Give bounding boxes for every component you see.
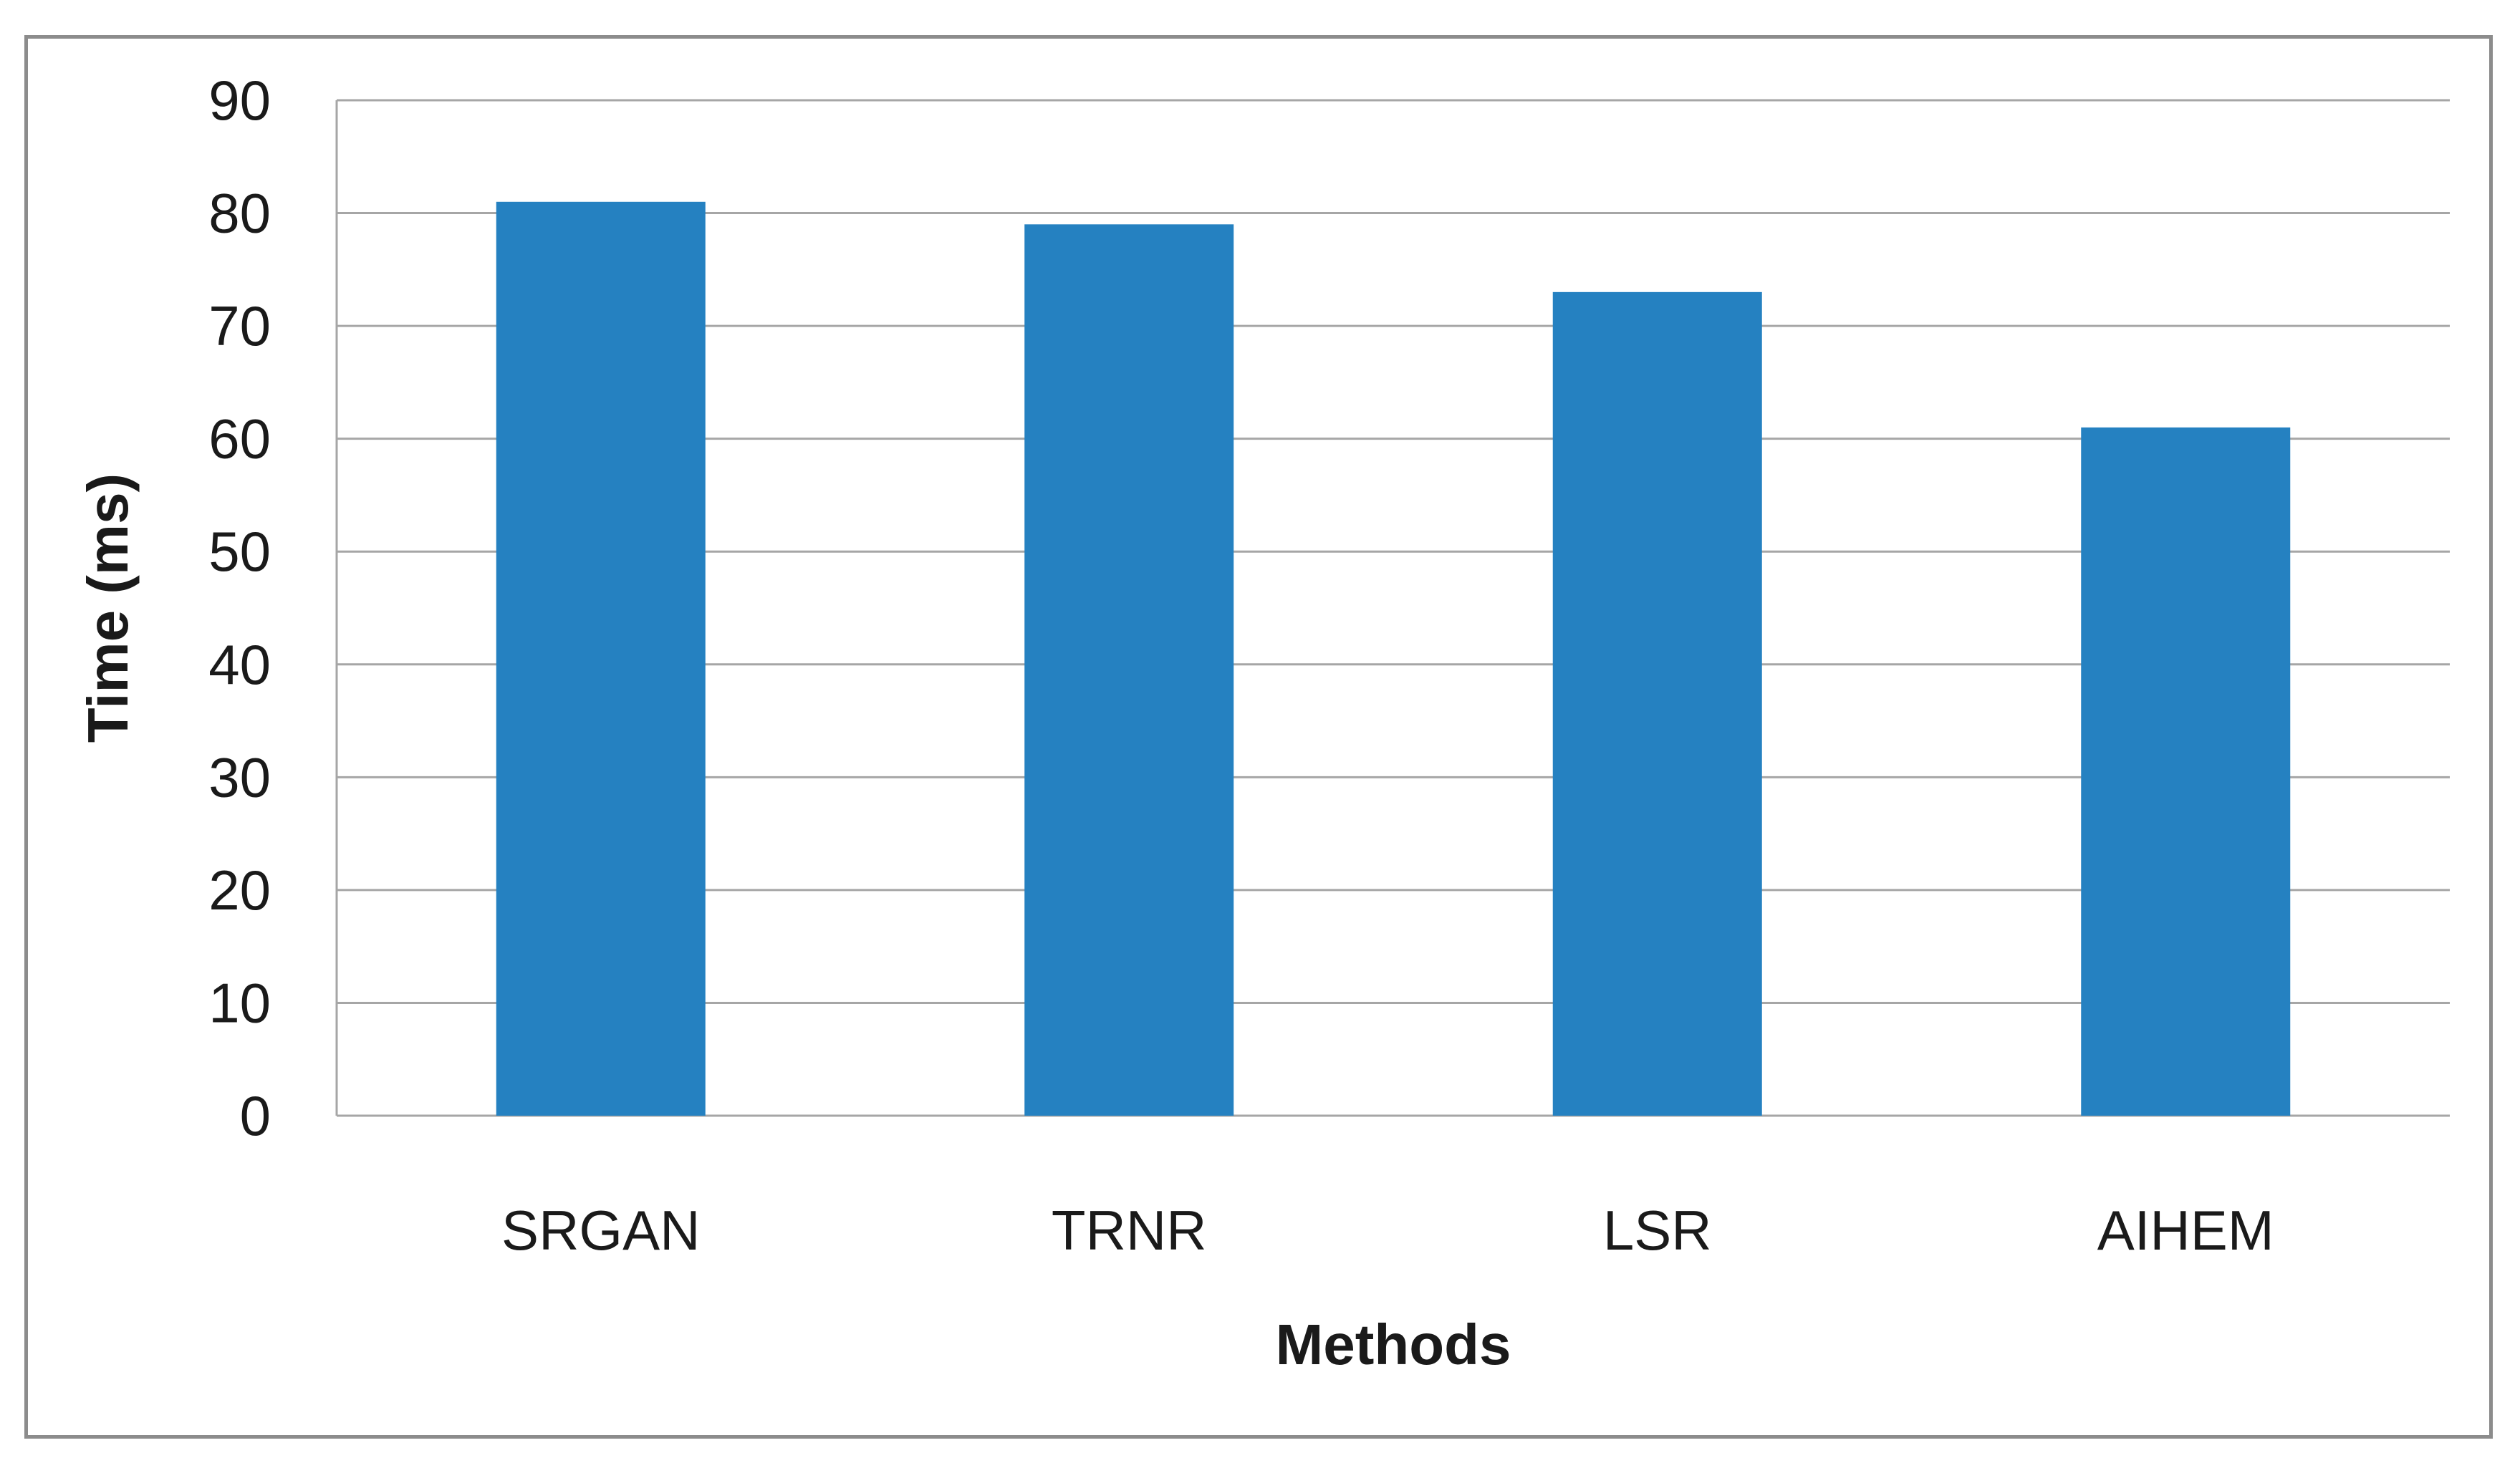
x-tick-label-aihem: AIHEM	[2097, 1199, 2274, 1262]
bar-aihem	[2081, 427, 2291, 1116]
x-tick-labels: SRGAN TRNR LSR AIHEM	[501, 1199, 2274, 1262]
x-axis-title: Methods	[1276, 1313, 1511, 1376]
y-tick-label-40: 40	[208, 633, 271, 696]
x-tick-label-lsr: LSR	[1603, 1199, 1712, 1262]
y-tick-label-0: 0	[240, 1084, 271, 1147]
bar-trnr	[1024, 224, 1234, 1116]
bar-srgan	[496, 201, 706, 1116]
y-tick-label-90: 90	[208, 69, 271, 132]
bar-lsr	[1552, 291, 1762, 1116]
y-tick-label-60: 60	[208, 407, 271, 470]
y-tick-label-30: 30	[208, 745, 271, 808]
x-tick-label-trnr: TRNR	[1052, 1199, 1207, 1262]
y-tick-label-10: 10	[208, 971, 271, 1034]
y-tick-label-70: 70	[208, 294, 271, 357]
y-axis-title: Time (ms)	[76, 473, 140, 743]
x-tick-label-srgan: SRGAN	[501, 1199, 700, 1262]
y-tick-label-50: 50	[208, 520, 271, 583]
y-tick-labels: 0 10 20 30 40 50 60 70 80 90	[208, 69, 271, 1147]
bars	[496, 201, 2291, 1116]
y-tick-label-20: 20	[208, 859, 271, 922]
y-tick-label-80: 80	[208, 182, 271, 245]
